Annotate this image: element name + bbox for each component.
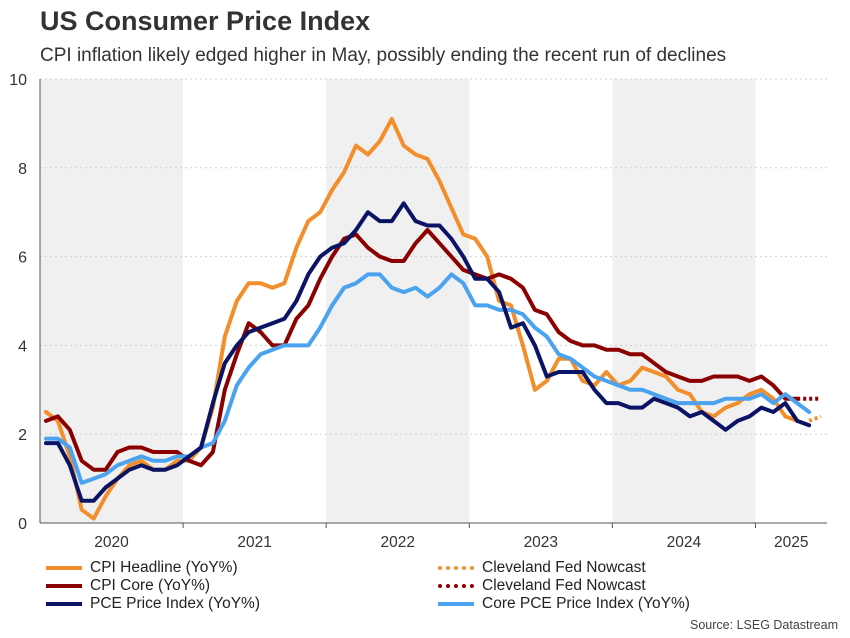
- legend-item-core-pce: Core PCE Price Index (YoY%): [438, 595, 690, 613]
- legend-item-cleveland-nowcast-headline: Cleveland Fed Nowcast: [438, 559, 646, 577]
- legend-swatch: [46, 584, 82, 588]
- y-tick-label: 10: [9, 72, 27, 89]
- legend-item-cleveland-nowcast-core: Cleveland Fed Nowcast: [438, 577, 646, 595]
- source-note: Source: LSEG Datastream: [690, 618, 838, 632]
- y-tick-label: 6: [18, 250, 27, 267]
- legend-label: PCE Price Index (YoY%): [90, 595, 261, 612]
- legend: CPI Headline (YoY%) Cleveland Fed Nowcas…: [0, 557, 850, 617]
- series-line-cpi_core: [44, 228, 800, 472]
- series-line-pce: [44, 201, 812, 503]
- year-shade-2022: [326, 79, 470, 523]
- y-tick-label: 0: [18, 516, 27, 533]
- legend-swatch: [46, 602, 82, 606]
- x-tick-label: 2023: [524, 534, 558, 551]
- legend-item-cpi-core: CPI Core (YoY%): [46, 577, 210, 595]
- chart-subtitle: CPI inflation likely edged higher in May…: [40, 45, 727, 66]
- y-tick-label: 2: [18, 427, 27, 444]
- series-line-cpi_headline: [44, 117, 800, 521]
- y-tick-label: 8: [18, 161, 27, 178]
- line-chart: 0 2 4 6 8 10 2020 2021 2022 2023 2024 2025: [9, 72, 827, 551]
- year-shade-2020: [40, 79, 184, 523]
- legend-label: CPI Core (YoY%): [90, 577, 211, 594]
- x-tick-label: 2021: [237, 534, 271, 551]
- year-shade-2024: [612, 79, 756, 523]
- y-tick-label: 4: [18, 338, 27, 355]
- series-line-core_pce: [44, 272, 812, 485]
- x-tick-label: 2022: [380, 534, 414, 551]
- legend-label: Cleveland Fed Nowcast: [482, 577, 646, 594]
- legend-item-cpi-headline: CPI Headline (YoY%): [46, 559, 238, 577]
- series-line-cpi_headline-nowcast: [808, 414, 822, 423]
- legend-swatch: [46, 566, 82, 570]
- x-tick-label: 2020: [94, 534, 129, 551]
- legend-label: CPI Headline (YoY%): [90, 559, 238, 576]
- legend-swatch: [438, 566, 474, 570]
- legend-swatch: [438, 584, 474, 588]
- legend-item-pce: PCE Price Index (YoY%): [46, 595, 260, 613]
- legend-label: Core PCE Price Index (YoY%): [482, 595, 690, 612]
- x-tick-label: 2025: [774, 534, 808, 551]
- chart-title: US Consumer Price Index: [40, 6, 371, 36]
- x-tick-label: 2024: [667, 534, 702, 551]
- legend-swatch: [438, 602, 474, 606]
- legend-label: Cleveland Fed Nowcast: [482, 559, 646, 576]
